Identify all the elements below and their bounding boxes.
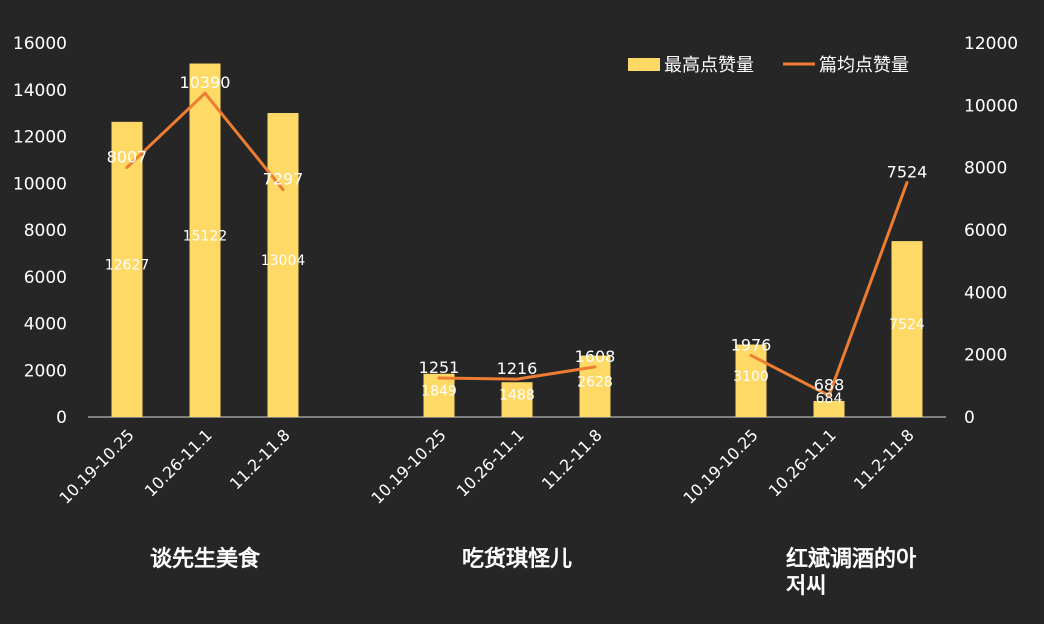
- line-point: [281, 188, 285, 192]
- bar: [423, 373, 455, 417]
- left-tick-label: 4000: [24, 315, 67, 335]
- line-data-labels: 8007 10390 7297 1251 1216 1608 1976 688 7524: [107, 73, 928, 394]
- line-value-label: 7297: [263, 170, 304, 189]
- left-tick-label: 16000: [13, 34, 67, 54]
- line-value-label: 10390: [180, 73, 231, 92]
- left-tick-label: 14000: [13, 81, 67, 101]
- category-tick-label: 10.26-11.1: [765, 425, 840, 500]
- right-tick-label: 10000: [964, 96, 1018, 116]
- right-tick-label: 0: [964, 408, 975, 428]
- category-tick-label: 11.2-11.8: [850, 425, 918, 493]
- group-name-label: 吃货琪怪儿: [462, 546, 572, 572]
- line-point: [827, 394, 831, 398]
- bar-value-label: 7524: [889, 317, 925, 333]
- left-tick-label: 12000: [13, 128, 67, 148]
- bar-series: [111, 63, 923, 418]
- bar-data-labels: 12627 15122 13004 1849 1488 2628 3100 684 7524: [105, 228, 925, 407]
- right-tick-label: 8000: [964, 159, 1007, 179]
- bar: [891, 241, 923, 417]
- line-value-label: 688: [814, 376, 845, 395]
- line-point: [203, 91, 207, 95]
- left-tick-label: 8000: [24, 221, 67, 241]
- bar: [189, 63, 221, 417]
- bar-value-label: 3100: [733, 369, 769, 385]
- bar-value-label: 13004: [261, 253, 306, 269]
- bar-value-label: 684: [816, 391, 843, 407]
- category-tick-label: 10.19-10.25: [56, 425, 138, 507]
- bar: [111, 121, 143, 417]
- category-tick-label: 10.26-11.1: [453, 425, 528, 500]
- line-point: [437, 376, 441, 380]
- group-name-label: 저씨: [786, 574, 826, 599]
- category-tick-label: 10.26-11.1: [141, 425, 216, 500]
- line-value-label: 1216: [497, 359, 538, 378]
- bar-value-label: 1849: [421, 383, 457, 399]
- line-value-label: 1608: [575, 347, 616, 366]
- right-tick-label: 4000: [964, 283, 1007, 303]
- legend-bar-label: 最高点赞量: [664, 55, 754, 76]
- group-name-label: 红斌调酒的아: [786, 546, 917, 572]
- category-tick-label: 11.2-11.8: [226, 425, 294, 493]
- bar-value-label: 2628: [577, 374, 613, 390]
- line-series: [125, 91, 909, 398]
- bar: [813, 401, 845, 417]
- line-value-label: 8007: [107, 147, 148, 166]
- right-tick-label: 12000: [964, 34, 1018, 54]
- line-path: [750, 181, 909, 398]
- group-name-label: 谈先生美食: [150, 546, 261, 572]
- category-labels: 10.19-10.25 10.26-11.1 11.2-11.8 10.19-10.2…: [56, 425, 918, 507]
- left-tick-label: 0: [56, 408, 67, 428]
- bar-value-label: 12627: [105, 257, 150, 273]
- right-y-axis: 0 2000 4000 6000 8000 10000 12000: [964, 34, 1018, 428]
- line-value-label: 1251: [419, 358, 460, 377]
- right-tick-label: 6000: [964, 221, 1007, 241]
- left-tick-label: 10000: [13, 174, 67, 194]
- bar-value-label: 15122: [183, 228, 228, 244]
- line-point: [593, 365, 597, 369]
- category-tick-label: 10.19-10.25: [680, 425, 762, 507]
- line-value-label: 1976: [731, 335, 772, 354]
- line-value-label: 7524: [887, 163, 928, 182]
- left-y-axis: 0 2000 4000 6000 8000 10000 12000 14000 16000: [13, 34, 67, 428]
- bar: [267, 113, 299, 418]
- legend-line-label: 篇均点赞量: [819, 55, 909, 76]
- right-tick-label: 2000: [964, 346, 1007, 366]
- line-point: [125, 165, 129, 169]
- line-point: [905, 181, 909, 185]
- left-tick-label: 2000: [24, 361, 67, 381]
- bar: [501, 382, 533, 417]
- legend-bar-swatch: [628, 58, 660, 71]
- bar-value-label: 1488: [499, 388, 535, 404]
- category-tick-label: 10.19-10.25: [368, 425, 450, 507]
- category-tick-label: 11.2-11.8: [538, 425, 606, 493]
- legend: 最高点赞量 篇均点赞量: [628, 55, 909, 76]
- line-point: [749, 353, 753, 357]
- left-tick-label: 6000: [24, 268, 67, 288]
- line-point: [515, 377, 519, 381]
